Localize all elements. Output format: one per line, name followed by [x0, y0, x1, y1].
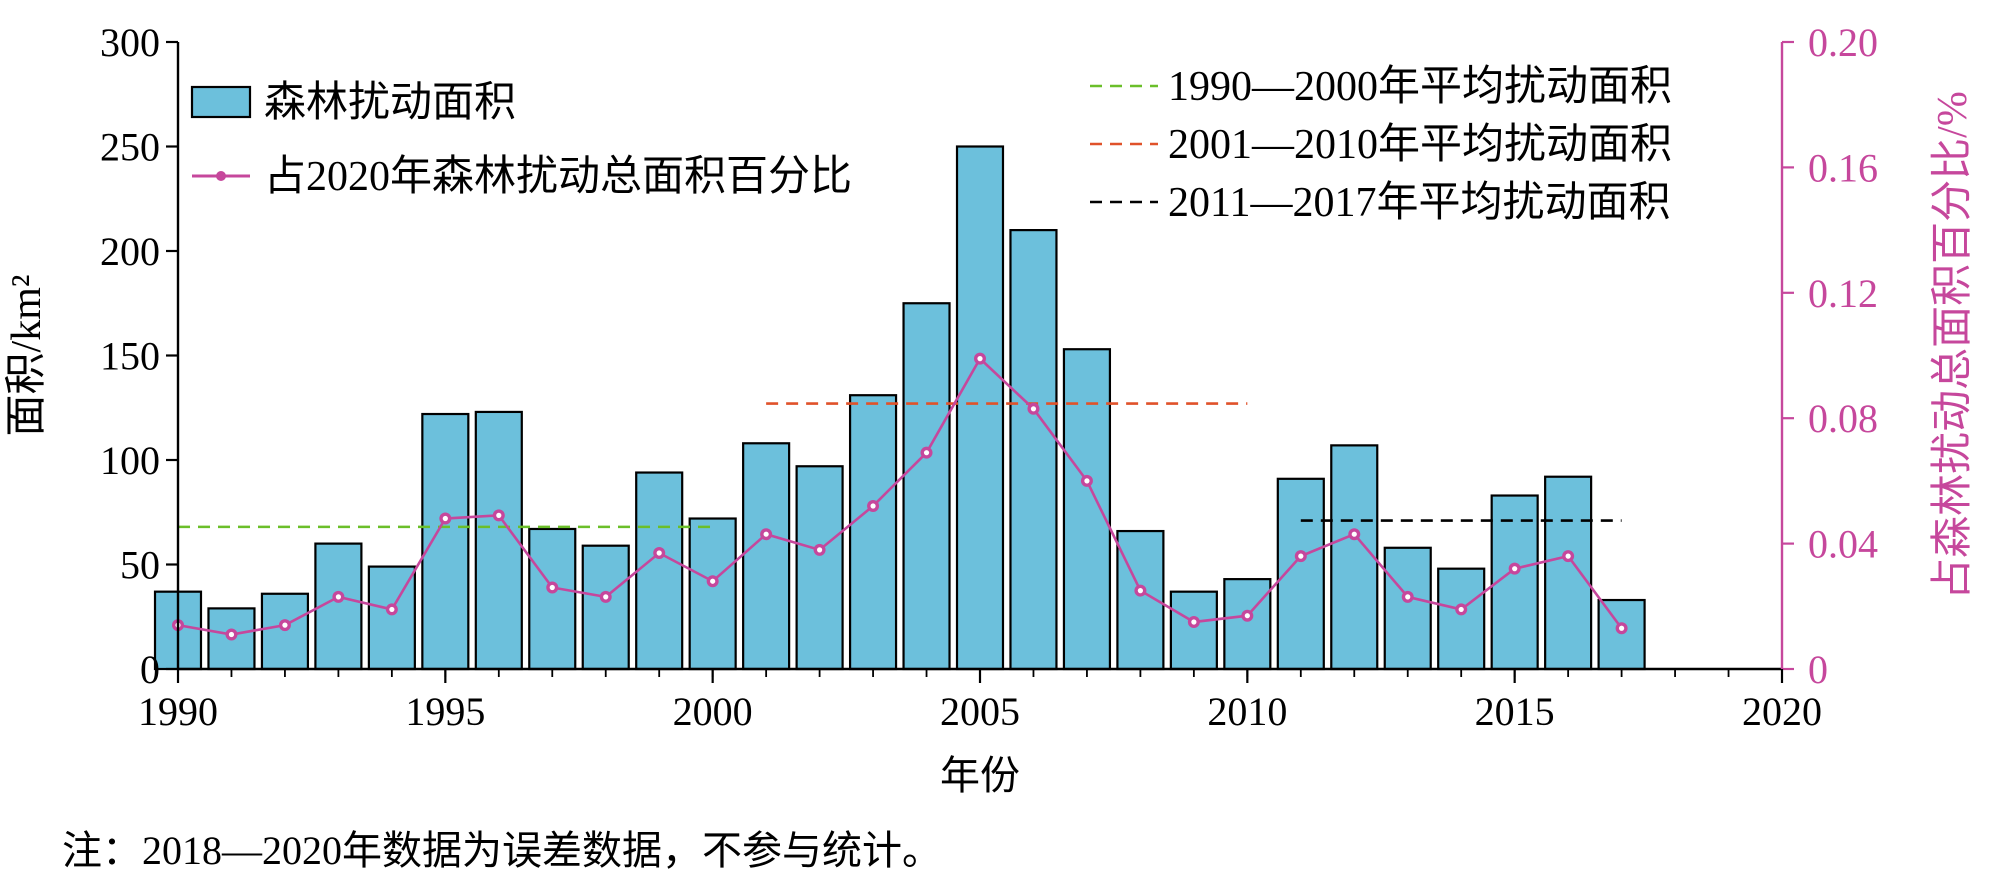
bar — [1062, 348, 1112, 671]
bar — [742, 442, 791, 671]
line-marker-center — [1512, 566, 1518, 572]
line-marker-center — [1084, 478, 1090, 484]
y-tick-label: 0 — [140, 647, 160, 692]
line-marker-center — [1565, 553, 1571, 559]
line-marker-center — [1244, 613, 1250, 619]
plot-area: 0 50 100 150 200 250 300 0 0.04 0.08 0.12 0.16 0.20 1… — [4, 20, 1976, 798]
line-marker-center — [870, 503, 876, 509]
bar — [1437, 567, 1486, 671]
legend-line-label: 占2020年森林扰动总面积百分比 — [264, 153, 852, 200]
line-marker-center — [282, 622, 288, 628]
line-marker-center — [977, 356, 983, 362]
y2-tick-label: 0.04 — [1808, 522, 1878, 567]
line-marker-center — [1030, 406, 1037, 412]
legend-ref-label: 2011—2017年平均扰动面积 — [1168, 179, 1670, 226]
line-marker-center — [1298, 553, 1304, 559]
line-marker-center — [1458, 606, 1464, 613]
line-marker-center — [1405, 594, 1411, 600]
y-tick-label: 250 — [100, 125, 160, 170]
line-marker-center — [817, 547, 823, 553]
y2-tick-label: 0.08 — [1808, 396, 1878, 441]
line-marker-center — [549, 584, 555, 591]
y-tick-label: 100 — [100, 438, 160, 483]
y2-tick-label: 0.20 — [1808, 20, 1878, 65]
bar — [848, 394, 898, 671]
bar — [421, 412, 470, 671]
bar — [1597, 598, 1646, 671]
line-marker-center — [763, 531, 769, 537]
line-marker-center — [389, 606, 395, 613]
x-tick-label: 2000 — [673, 689, 753, 734]
bar — [688, 517, 737, 671]
bar — [1223, 578, 1272, 671]
y2-tick-label: 0.16 — [1808, 145, 1878, 190]
bar — [1169, 590, 1218, 671]
bar — [474, 410, 523, 671]
x-tick-label: 1990 — [138, 689, 218, 734]
line-marker-center — [1191, 619, 1197, 625]
bar — [1330, 444, 1379, 671]
y2-tick-label: 0.12 — [1808, 271, 1878, 316]
bar — [902, 302, 951, 671]
line-marker-center — [1351, 531, 1357, 537]
y2-tick-label: 0 — [1808, 647, 1828, 692]
series-line — [177, 356, 1623, 636]
x-tick-label: 2010 — [1207, 689, 1287, 734]
line-marker-center — [496, 512, 502, 518]
y-tick-label: 200 — [100, 229, 160, 274]
x-tick-label: 2005 — [940, 689, 1020, 734]
line-marker-center — [710, 578, 716, 584]
bar — [955, 145, 1005, 671]
bar — [1276, 477, 1325, 671]
line-marker-center — [1137, 588, 1143, 594]
x-tick-label: 1995 — [405, 689, 485, 734]
y2-axis-title: 占森林扰动总面积百分比/% — [1930, 91, 1976, 600]
legend-bar-swatch — [190, 85, 252, 119]
legend-ref-label: 1990—2000年平均扰动面积 — [1168, 63, 1672, 110]
bar — [1009, 229, 1058, 671]
legend-bar-label: 森林扰动面积 — [264, 80, 516, 126]
bar — [528, 527, 577, 671]
line-marker-center — [656, 550, 662, 556]
bar — [581, 544, 630, 671]
legend-line-marker — [216, 171, 226, 181]
line-marker-center — [923, 450, 930, 456]
bar — [635, 471, 684, 671]
y-tick-label: 300 — [100, 20, 160, 65]
footnote: 注：2018—2020年数据为误差数据，不参与统计。 — [62, 828, 942, 873]
y-axis-title: 面积/km² — [4, 275, 50, 437]
line-marker-center — [228, 631, 235, 638]
bar — [1383, 546, 1432, 671]
line-marker-center — [1619, 625, 1625, 631]
x-axis-title: 年份 — [940, 753, 1020, 798]
line-marker-center — [603, 594, 609, 600]
bar — [260, 592, 310, 671]
x-tick-label: 2020 — [1742, 689, 1822, 734]
legend-ref-label: 2001—2010年平均扰动面积 — [1168, 121, 1672, 168]
y-tick-label: 50 — [120, 543, 160, 588]
x-tick-label: 2015 — [1475, 689, 1555, 734]
y-tick-label: 150 — [100, 334, 160, 379]
bar — [795, 465, 844, 671]
line-marker-center — [335, 594, 341, 600]
bar — [1544, 475, 1593, 671]
line-marker-center — [442, 515, 448, 522]
